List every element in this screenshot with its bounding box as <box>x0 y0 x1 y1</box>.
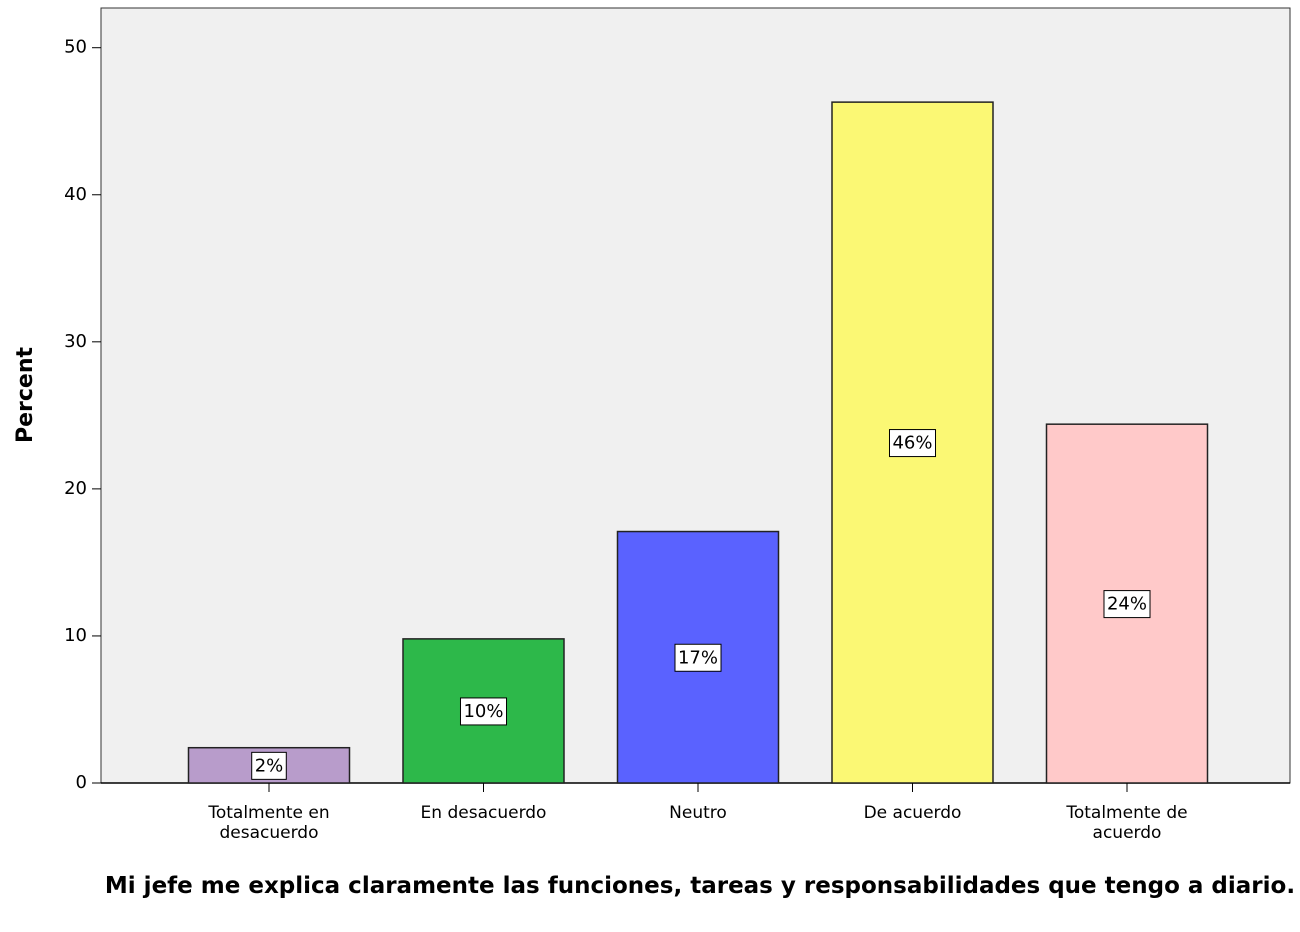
y-tick-label: 0 <box>76 772 87 793</box>
value-label-box <box>888 429 937 458</box>
y-tick-label: 40 <box>64 184 87 205</box>
x-tick-label: Totalmente de acuerdo <box>1066 803 1188 843</box>
value-label: 24% <box>1107 594 1147 615</box>
x-tick-label: Totalmente en desacuerdo <box>208 803 330 843</box>
x-tick-label: Neutro <box>669 803 727 823</box>
y-tick-label: 50 <box>64 37 87 58</box>
value-label: 10% <box>463 701 503 722</box>
value-label-box <box>1103 590 1151 619</box>
x-tick-label: En desacuerdo <box>420 803 547 823</box>
value-label-box <box>251 751 287 780</box>
x-axis-label: Mi jefe me explica claramente las funcio… <box>104 873 1296 899</box>
value-label-box <box>674 643 722 672</box>
y-axis-label: Percent <box>13 347 38 444</box>
y-tick-label: 10 <box>64 625 87 646</box>
y-tick-label: 30 <box>64 331 87 352</box>
value-label: 2% <box>255 755 284 776</box>
value-label-box <box>459 697 508 726</box>
value-label: 17% <box>678 647 718 668</box>
x-tick-label: De acuerdo <box>863 803 962 823</box>
y-tick-label: 20 <box>64 478 87 499</box>
value-label: 46% <box>892 433 932 454</box>
